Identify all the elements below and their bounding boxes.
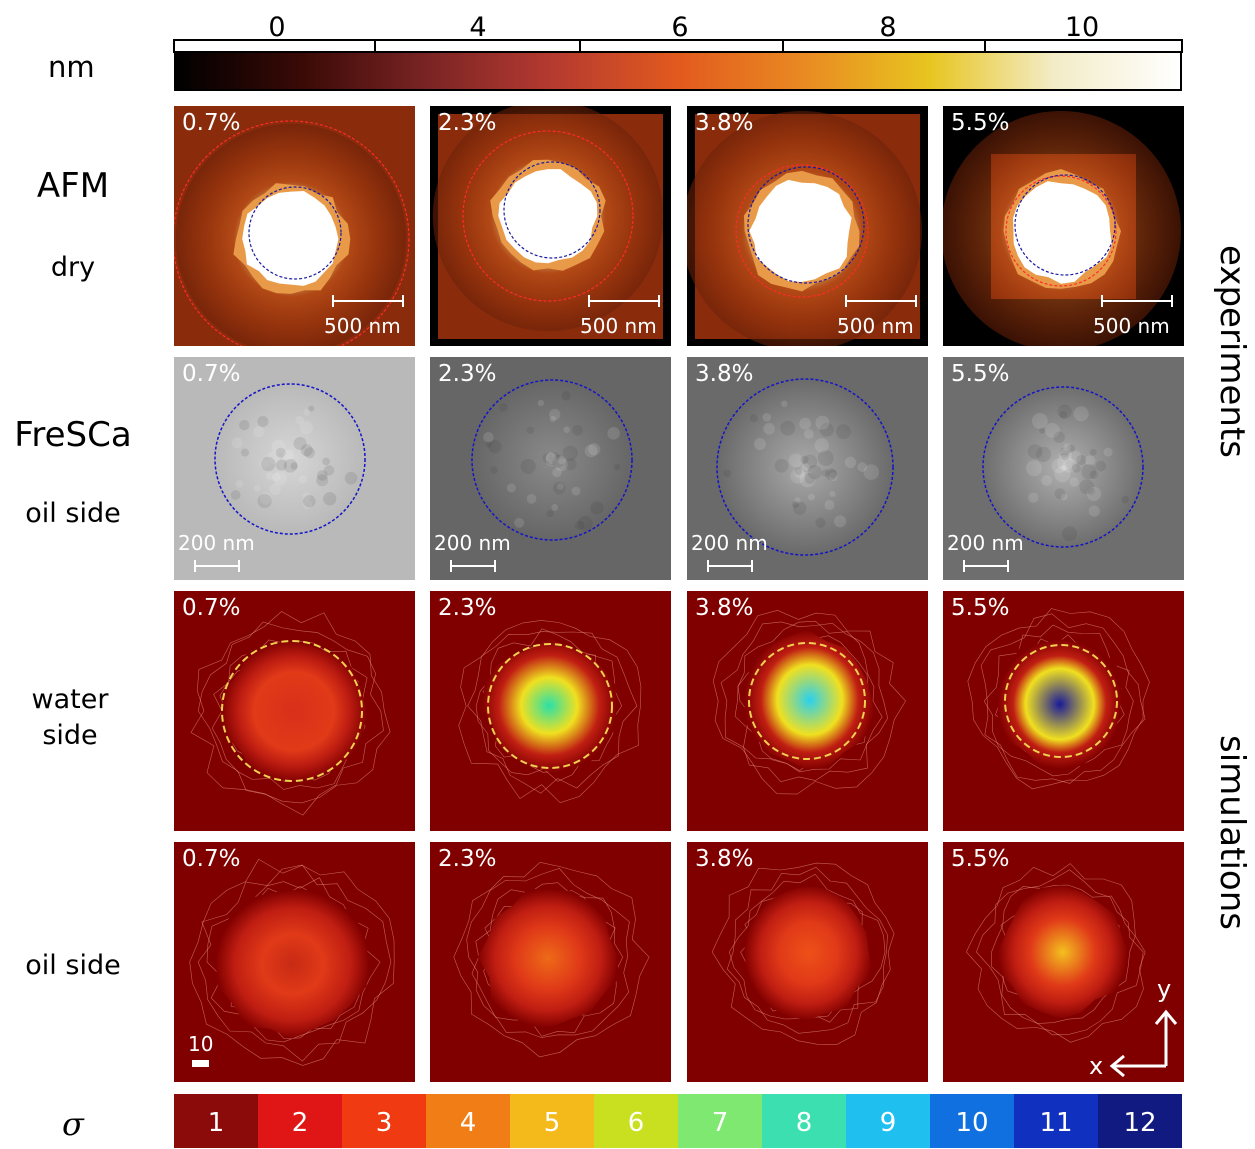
xy-axes-icon: [1109, 1009, 1178, 1078]
simulations-side-label: simulations: [1212, 735, 1252, 930]
sigma-tick-label: 7: [711, 1108, 729, 1138]
scale-bar-label: 200 nm: [691, 531, 768, 555]
concentration-label: 0.7%: [182, 110, 241, 136]
concentration-label: 2.3%: [438, 110, 497, 136]
scale-bar-label: 500 nm: [1093, 314, 1170, 338]
sigma-symbol: σ: [62, 1105, 84, 1143]
colorbar-tick-label: 10: [1064, 12, 1100, 43]
sigma-tick-label: 4: [459, 1108, 477, 1138]
water-side-panel: 3.8%: [687, 591, 928, 831]
colorbar-tick-mark: [782, 39, 784, 53]
concentration-label: 3.8%: [695, 361, 754, 387]
oil-side-panel: 0.7% 10: [174, 842, 415, 1082]
sigma-tick-label: 12: [1123, 1108, 1157, 1138]
experiments-side-label: experiments: [1212, 245, 1252, 458]
concentration-label: 0.7%: [182, 846, 241, 872]
fresca-panel: 0.7% 200 nm: [174, 357, 415, 580]
scale-bar: [588, 295, 660, 307]
concentration-label: 0.7%: [182, 361, 241, 387]
scale-bar-label: 500 nm: [580, 314, 657, 338]
oil-row-label: oil side: [25, 950, 121, 981]
scale-bar-label: 200 nm: [947, 531, 1024, 555]
concentration-label: 5.5%: [951, 110, 1010, 136]
scale-bar: [332, 295, 404, 307]
sigma-tick-label: 5: [543, 1108, 561, 1138]
scale-bar-label: 500 nm: [837, 314, 914, 338]
concentration-label: 5.5%: [951, 846, 1010, 872]
water-side-panel: 5.5%: [943, 591, 1184, 831]
x-axis-label: x: [1089, 1052, 1104, 1080]
sigma-tick-label: 11: [1039, 1108, 1073, 1138]
sigma-tick-label: 10: [955, 1108, 989, 1138]
sigma-tick-label: 2: [291, 1108, 309, 1138]
scale-bar: [845, 295, 917, 307]
fresca-panel: 2.3% 200 nm: [430, 357, 671, 580]
oil-side-panel: 3.8%: [687, 842, 928, 1082]
fresca-row-subtitle: oil side: [25, 498, 121, 529]
sigma-tick-label: 8: [795, 1108, 813, 1138]
y-axis-label: y: [1157, 975, 1172, 1003]
colorbar-tick-label: 4: [469, 12, 487, 43]
sigma-tick-label: 1: [207, 1108, 225, 1138]
fresca-panel: 3.8% 200 nm: [687, 357, 928, 580]
colorbar-tick-label: 6: [671, 12, 689, 43]
concentration-label: 2.3%: [438, 846, 497, 872]
afm-row-title: AFM: [36, 166, 110, 206]
afm-panel: 0.7% 500 nm: [174, 106, 415, 346]
height-colorbar: [174, 51, 1182, 91]
colorbar-tick-mark: [984, 39, 986, 53]
fresca-row-title: FreSCa: [14, 415, 132, 455]
colorbar-tick-mark: [173, 39, 175, 53]
height-colorbar-axis: [174, 39, 1182, 41]
sigma-tick-label: 6: [627, 1108, 645, 1138]
colorbar-tick-label: 0: [268, 12, 286, 43]
water-row-label: water side: [31, 684, 109, 751]
fresca-panel: 5.5% 200 nm: [943, 357, 1184, 580]
concentration-label: 2.3%: [438, 595, 497, 621]
afm-row-subtitle: dry: [50, 252, 96, 283]
scale-bar-label: 10: [188, 1032, 214, 1056]
scale-bar: [1101, 295, 1173, 307]
oil-side-panel: 2.3%: [430, 842, 671, 1082]
scale-bar-label: 200 nm: [434, 531, 511, 555]
colorbar-tick-mark: [1181, 39, 1183, 53]
afm-panel: 5.5% 500 nm: [943, 106, 1184, 346]
colorbar-tick-mark: [374, 39, 376, 53]
oil-side-panel: 5.5%: [943, 842, 1184, 1082]
concentration-label: 5.5%: [951, 595, 1010, 621]
colorbar-unit-label: nm: [48, 50, 95, 84]
scale-bar-label: 500 nm: [324, 314, 401, 338]
water-side-panel: 2.3%: [430, 591, 671, 831]
concentration-label: 5.5%: [951, 361, 1010, 387]
afm-panel: 3.8% 500 nm: [687, 106, 928, 346]
scale-bar: [450, 560, 496, 572]
concentration-label: 3.8%: [695, 110, 754, 136]
afm-panel: 2.3% 500 nm: [430, 106, 671, 346]
concentration-label: 0.7%: [182, 595, 241, 621]
scale-bar: [707, 560, 753, 572]
colorbar-tick-mark: [579, 39, 581, 53]
concentration-label: 3.8%: [695, 846, 754, 872]
scale-bar: [194, 560, 240, 572]
scale-bar: [192, 1060, 209, 1067]
water-side-panel: 0.7%: [174, 591, 415, 831]
sigma-tick-label: 9: [879, 1108, 897, 1138]
concentration-label: 3.8%: [695, 595, 754, 621]
colorbar-tick-label: 8: [879, 12, 897, 43]
sigma-tick-label: 3: [375, 1108, 393, 1138]
sigma-colorbar: [174, 1094, 1182, 1148]
concentration-label: 2.3%: [438, 361, 497, 387]
scale-bar: [963, 560, 1009, 572]
scale-bar-label: 200 nm: [178, 531, 255, 555]
